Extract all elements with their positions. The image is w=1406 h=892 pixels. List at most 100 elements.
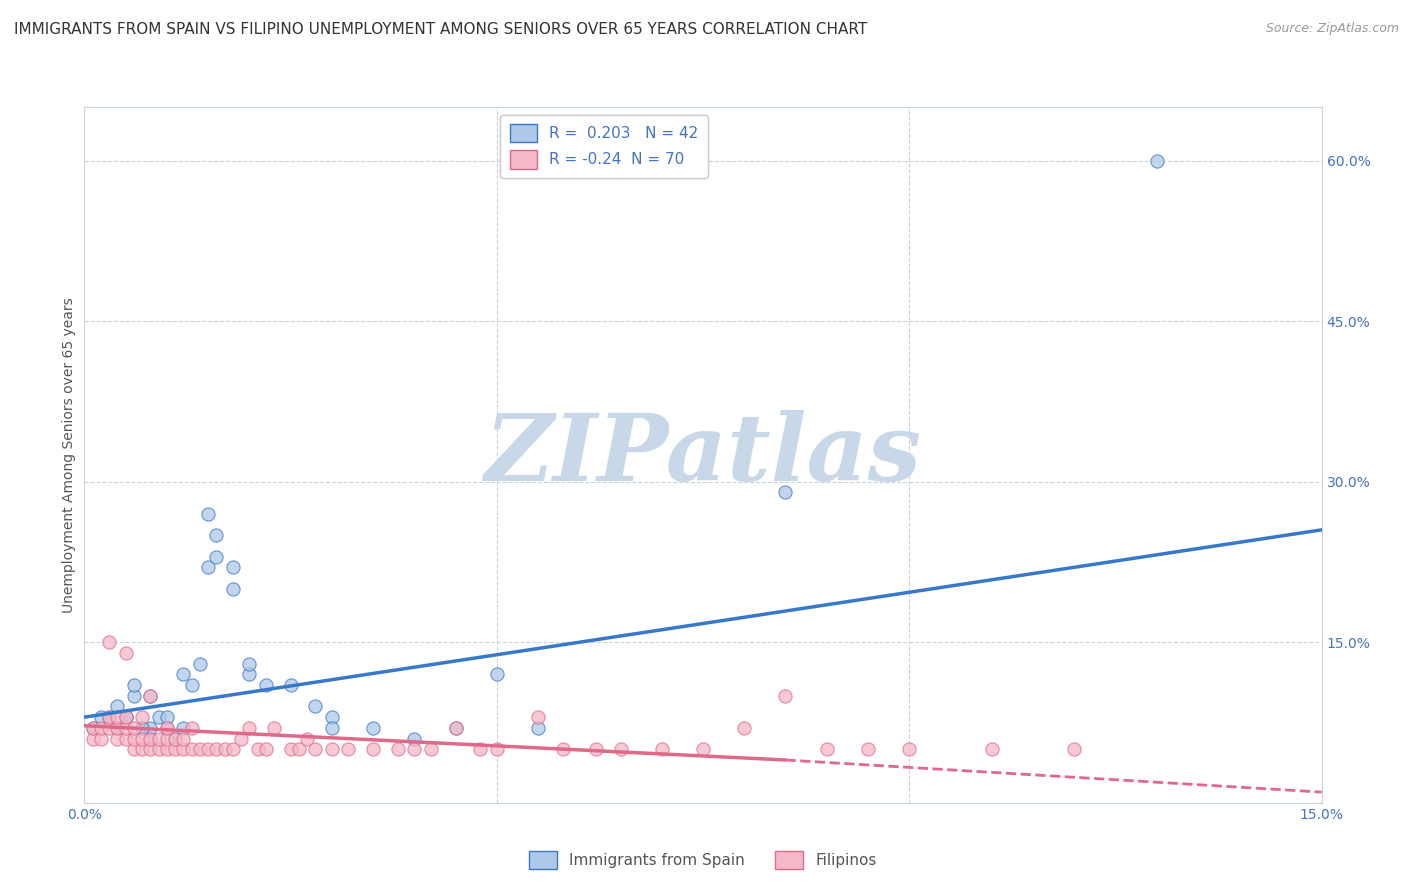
Point [114,710,136,724]
Point [1063,742,1085,756]
Point [692,742,714,756]
Point [131,742,153,756]
Point [172,742,194,756]
Point [122,721,145,735]
Point [98,710,121,724]
Point [82,731,104,746]
Point [238,657,260,671]
Legend: Immigrants from Spain, Filipinos: Immigrants from Spain, Filipinos [523,845,883,875]
Point [156,710,179,724]
Point [222,560,245,574]
Y-axis label: Unemployment Among Seniors over 65 years: Unemployment Among Seniors over 65 years [62,297,76,613]
Point [156,721,179,735]
Point [148,742,170,756]
Point [131,710,153,724]
Point [188,742,211,756]
Point [609,742,631,756]
Point [444,721,467,735]
Point [139,731,162,746]
Point [775,485,797,500]
Point [404,742,426,756]
Point [131,721,153,735]
Point [387,742,409,756]
Point [156,731,179,746]
Point [131,721,153,735]
Point [114,710,136,724]
Point [139,689,162,703]
Point [321,721,343,735]
Text: Source: ZipAtlas.com: Source: ZipAtlas.com [1265,22,1399,36]
Point [280,742,302,756]
Point [90,721,112,735]
Point [361,721,384,735]
Point [172,731,194,746]
Point [444,721,467,735]
Point [114,710,136,724]
Point [288,742,311,756]
Point [105,731,128,746]
Text: IMMIGRANTS FROM SPAIN VS FILIPINO UNEMPLOYMENT AMONG SENIORS OVER 65 YEARS CORRE: IMMIGRANTS FROM SPAIN VS FILIPINO UNEMPL… [14,22,868,37]
Point [105,721,128,735]
Point [321,742,343,756]
Point [419,742,441,756]
Point [651,742,673,756]
Point [238,667,260,681]
Point [222,582,245,596]
Point [197,507,219,521]
Point [280,678,302,692]
Point [122,678,145,692]
Point [98,721,121,735]
Point [122,742,145,756]
Point [304,742,326,756]
Point [304,699,326,714]
Point [98,635,121,649]
Point [148,710,170,724]
Point [172,667,194,681]
Point [122,731,145,746]
Point [254,742,277,756]
Point [321,710,343,724]
Legend: R =  0.203   N = 42, R = -0.24  N = 70: R = 0.203 N = 42, R = -0.24 N = 70 [501,115,707,178]
Point [156,721,179,735]
Point [815,742,838,756]
Point [180,721,202,735]
Point [105,699,128,714]
Point [980,742,1002,756]
Point [188,657,211,671]
Point [180,678,202,692]
Point [139,689,162,703]
Point [165,731,187,746]
Point [197,560,219,574]
Point [238,721,260,735]
Point [165,731,187,746]
Point [1146,153,1168,168]
Point [229,731,252,746]
Point [98,710,121,724]
Point [263,721,285,735]
Text: ZIPatlas: ZIPatlas [485,410,921,500]
Point [205,549,228,564]
Point [139,721,162,735]
Point [485,742,508,756]
Point [214,742,236,756]
Point [90,710,112,724]
Point [485,667,508,681]
Point [156,742,179,756]
Point [131,731,153,746]
Point [90,731,112,746]
Point [82,721,104,735]
Point [165,742,187,756]
Point [775,689,797,703]
Point [197,742,219,756]
Point [470,742,492,756]
Point [404,731,426,746]
Point [82,721,104,735]
Point [527,721,550,735]
Point [114,646,136,660]
Point [139,742,162,756]
Point [122,689,145,703]
Point [295,731,318,746]
Point [205,742,228,756]
Point [551,742,574,756]
Point [898,742,921,756]
